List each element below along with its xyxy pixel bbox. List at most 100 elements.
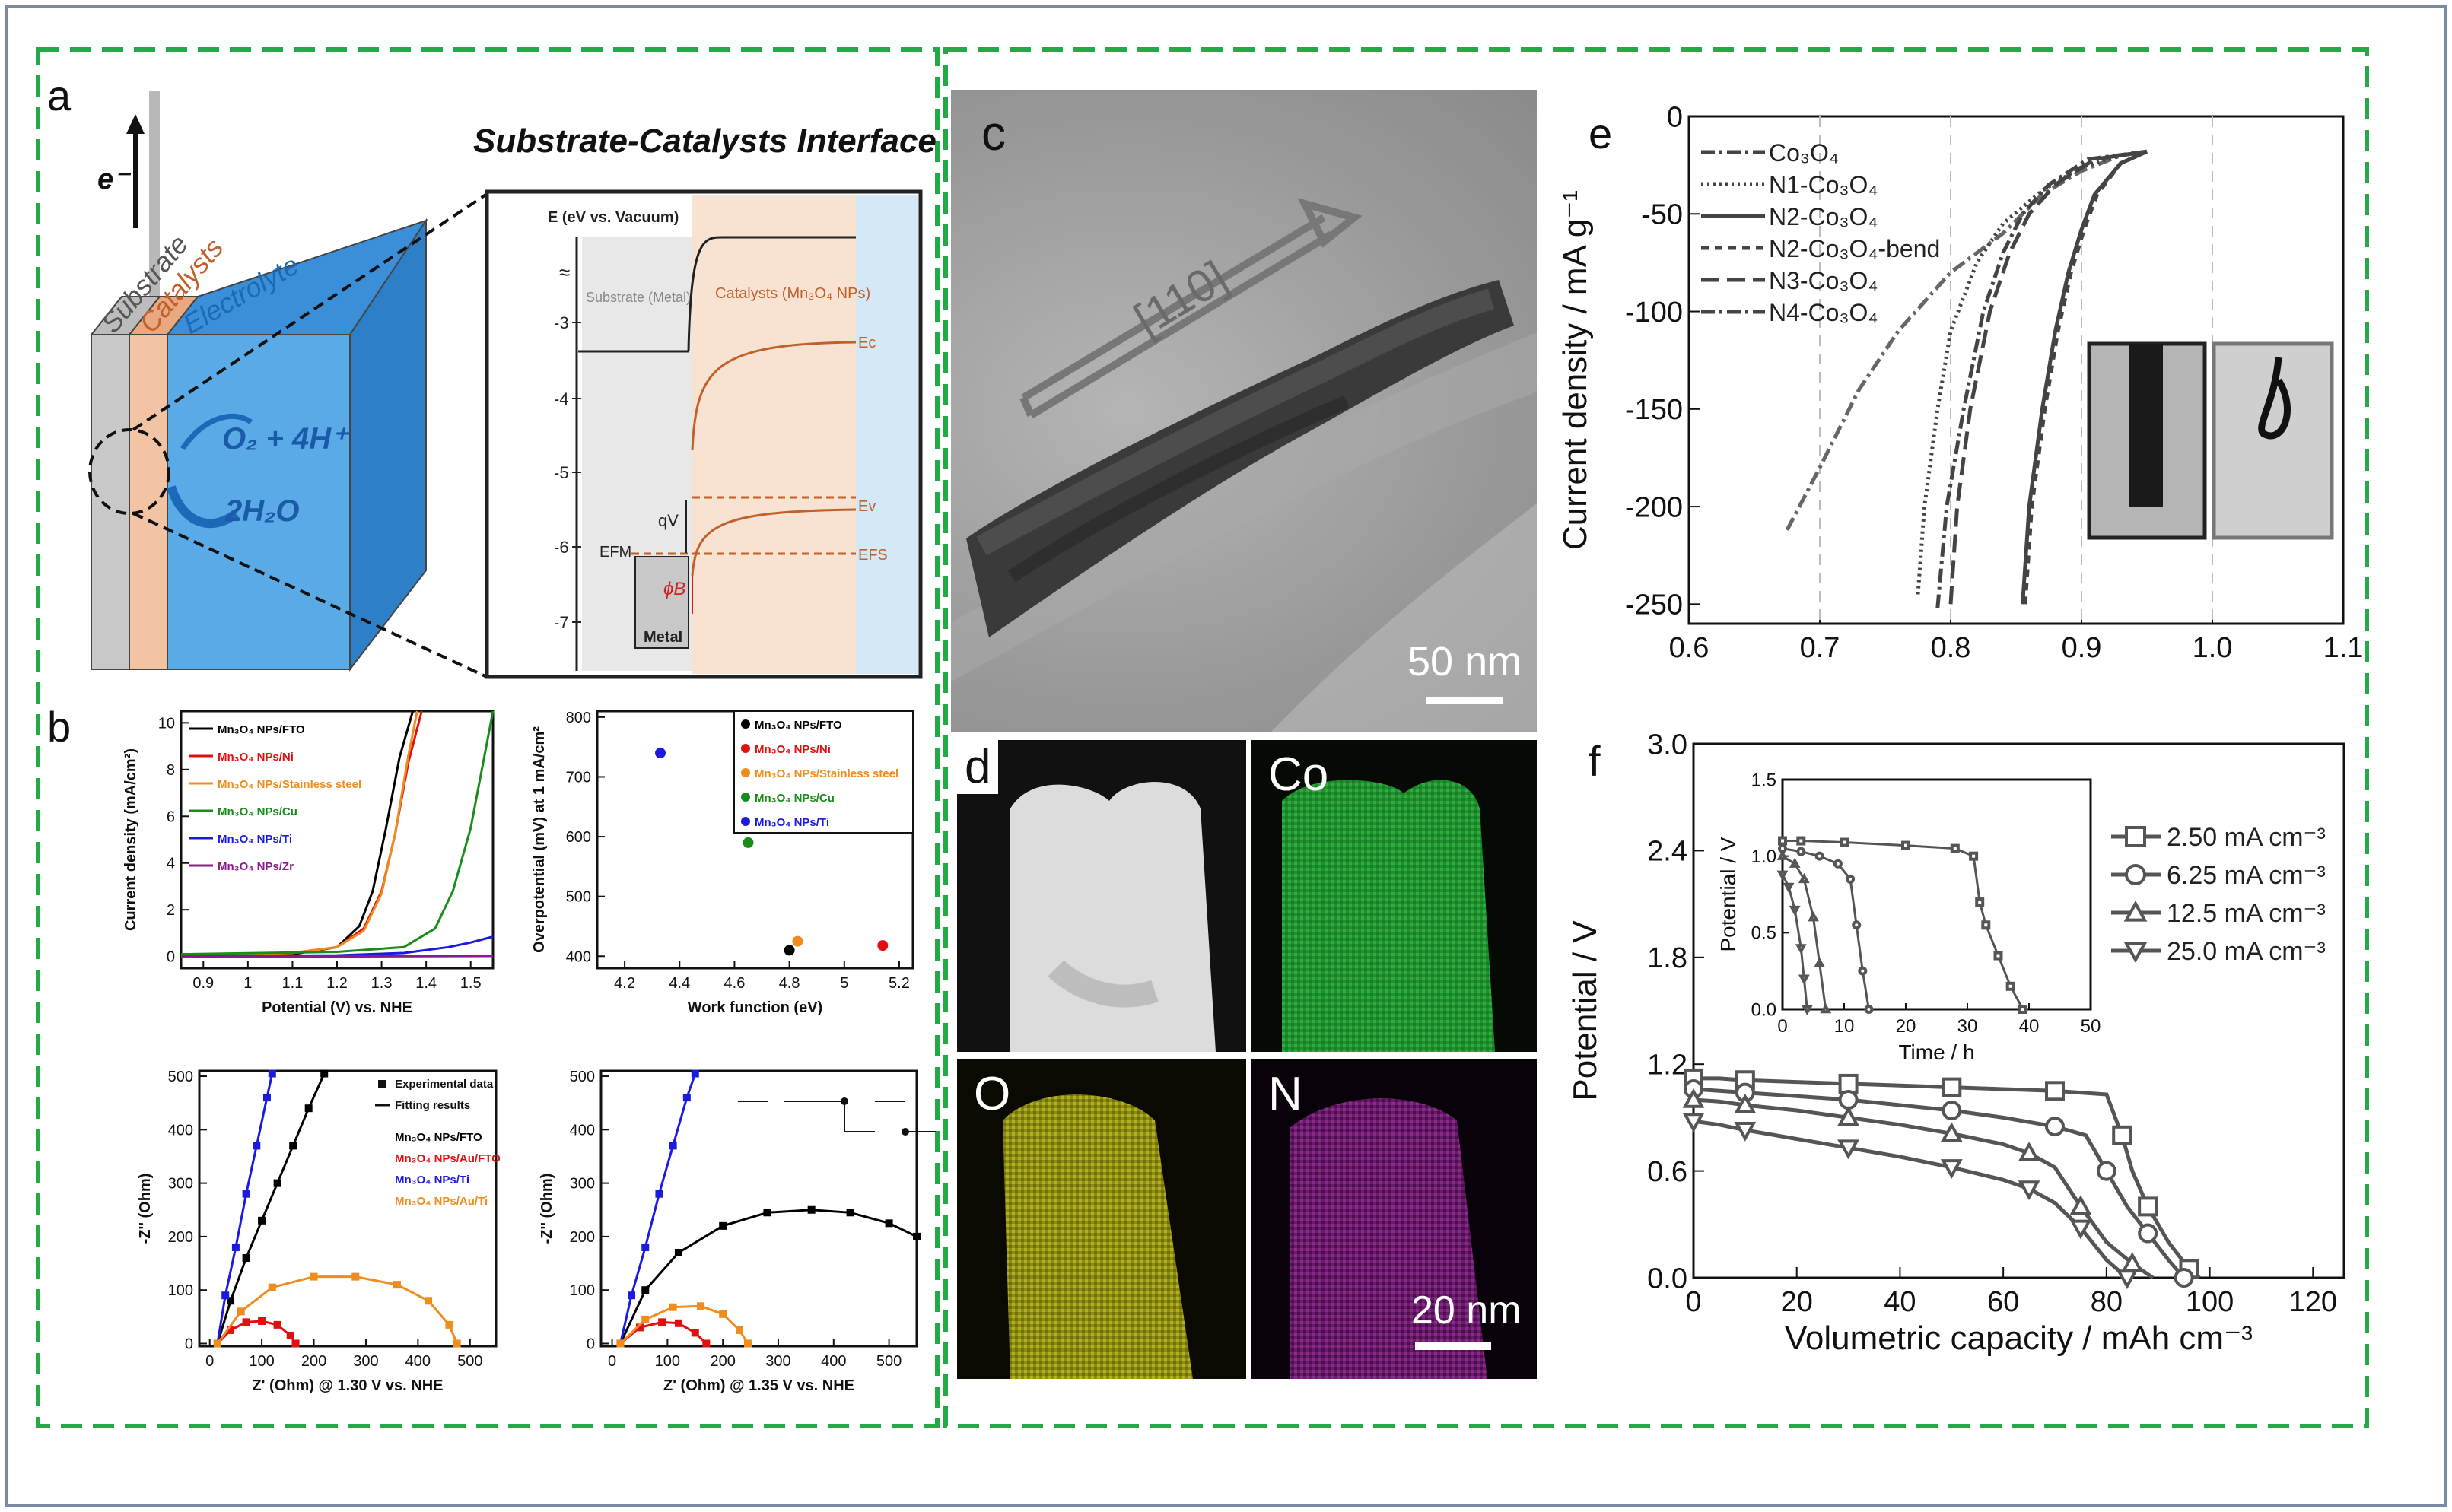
marker xyxy=(1789,905,1801,916)
band-ec-label: Ec xyxy=(858,335,876,351)
legend-text: Mn₃O₄ NPs/Au/FTO xyxy=(395,1152,501,1165)
marker xyxy=(1969,851,1979,861)
tem-overlay: [110] 50 nm xyxy=(951,198,1537,732)
x-tick-label: 40 xyxy=(2019,1016,2040,1037)
x-tick-label: 4.8 xyxy=(779,975,800,992)
band-qv-label: qV xyxy=(658,511,679,530)
x-axis-label: Volumetric capacity / mAh cm⁻³ xyxy=(1785,1320,2253,1357)
marker xyxy=(1981,920,1991,930)
circuit xyxy=(738,1101,936,1132)
y-tick-label: 400 xyxy=(570,1122,595,1139)
marker xyxy=(1942,1101,1962,1121)
data-point xyxy=(691,1329,699,1337)
data-point xyxy=(763,1209,771,1217)
y-tick-label: 600 xyxy=(566,829,591,846)
data-point xyxy=(227,1297,235,1305)
data-point xyxy=(655,748,666,759)
marker xyxy=(1796,847,1806,856)
series-line xyxy=(2023,149,2148,605)
marker xyxy=(1864,1005,1874,1014)
x-tick-label: 0.9 xyxy=(192,975,214,992)
n-map: N 20 nm xyxy=(1251,1059,1537,1379)
direction-label: [110] xyxy=(1125,251,1236,345)
marker xyxy=(1798,872,1810,884)
marker xyxy=(1808,911,1819,922)
marker xyxy=(2045,1117,2065,1137)
data-point xyxy=(616,1339,625,1348)
marker xyxy=(2138,1196,2158,1217)
series-line xyxy=(1693,1087,2186,1279)
data-point xyxy=(658,1318,666,1326)
marker xyxy=(1942,1077,1962,1097)
panel-label-f: f xyxy=(1589,737,1601,785)
data-point xyxy=(351,1272,360,1281)
marker xyxy=(1837,1139,1859,1160)
plot-frame-e xyxy=(1687,115,2345,625)
legend-text: Mn₃O₄ NPs/FTO xyxy=(395,1131,482,1144)
y-tick-label: -50 xyxy=(1641,199,1683,231)
band-tick-label: -6 xyxy=(554,538,569,557)
marker xyxy=(1846,874,1856,884)
metal-label: Metal xyxy=(644,629,682,646)
series-line xyxy=(1693,1097,2155,1280)
co-map: Co xyxy=(1251,740,1537,1052)
band-ec xyxy=(691,341,857,451)
y-tick-label: 100 xyxy=(570,1282,595,1299)
data-point xyxy=(304,1104,313,1113)
electrolyte-side xyxy=(349,218,427,672)
marker xyxy=(1838,1073,1859,1094)
legend-text: 6.25 mA cm⁻³ xyxy=(2167,861,2326,890)
panel-a-title: Substrate-Catalysts Interface xyxy=(473,122,937,160)
data-point xyxy=(628,1291,636,1300)
band-tick-label: -5 xyxy=(554,463,569,482)
legend-text: Experimental data xyxy=(395,1078,494,1091)
data-point xyxy=(635,1323,644,1332)
marker xyxy=(1798,974,1810,985)
legend-text: Mn₃O₄ NPs/Stainless steel xyxy=(218,778,361,791)
data-point xyxy=(877,940,889,951)
y-tick-label: 200 xyxy=(168,1229,193,1246)
data-point xyxy=(262,1094,271,1102)
x-tick-label: 1.1 xyxy=(282,975,304,992)
plot-f: 0 20 40 60 80 100 1200.00.61.21.82.43.0Volumet… xyxy=(1566,729,2345,1357)
data-point xyxy=(268,1283,276,1291)
data-point xyxy=(445,1320,453,1329)
y-axis-label: -Z'' (Ohm) xyxy=(539,1174,555,1244)
y-tick-label: 0 xyxy=(587,1336,595,1352)
plot-frame-f-inset xyxy=(1781,778,2092,1011)
scalebar-label-d: 20 nm xyxy=(1411,1288,1522,1333)
x-tick-label: 300 xyxy=(353,1353,378,1370)
scalebar-label-c: 50 nm xyxy=(1407,639,1522,685)
legend-marker xyxy=(741,793,750,802)
x-tick-label: 5 xyxy=(840,975,848,992)
map-label-o: O xyxy=(974,1068,1011,1120)
photo-bent xyxy=(2212,341,2334,540)
left-dashed-border xyxy=(36,47,940,1428)
data-point xyxy=(682,1094,691,1102)
marker xyxy=(2125,826,2146,847)
y-tick-label: 0 xyxy=(1667,101,1683,133)
plot-frame-b3 xyxy=(198,1069,498,1348)
marker xyxy=(1840,837,1849,847)
marker xyxy=(1783,882,1795,894)
band-tick-label: -3 xyxy=(554,313,569,332)
panel-label-a: a xyxy=(47,71,72,119)
data-point xyxy=(846,1209,854,1217)
data-point xyxy=(310,1272,318,1281)
series-line xyxy=(180,710,495,956)
plot-f-inset: 0 10 20 30 40 50 0.0 0.5 1.0 1.5 Time / h Potential… xyxy=(1716,770,2101,1064)
marker xyxy=(1993,951,2003,961)
x-tick-label: 100 xyxy=(655,1353,680,1370)
x-tick-label: 1.4 xyxy=(415,975,437,992)
panel-label-b: b xyxy=(47,703,71,751)
data-point xyxy=(320,1069,329,1078)
x-tick-label: 4.4 xyxy=(669,975,690,992)
y-tick-label: 400 xyxy=(168,1122,193,1139)
data-point xyxy=(784,945,795,956)
y-tick-label: 1.5 xyxy=(1751,770,1776,790)
legend-marker xyxy=(741,719,750,729)
marker xyxy=(1858,966,1868,976)
data-point xyxy=(291,1339,300,1348)
data-point xyxy=(213,1339,221,1348)
marker xyxy=(1833,859,1843,869)
